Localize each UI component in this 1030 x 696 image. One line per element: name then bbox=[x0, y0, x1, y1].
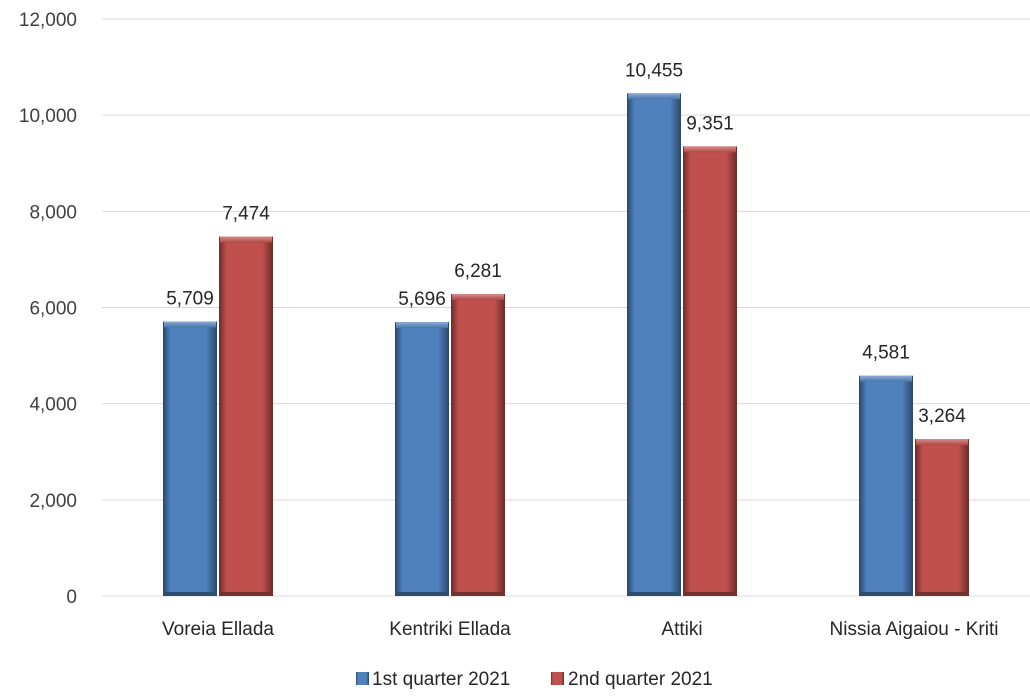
bar-q1-1 bbox=[395, 322, 449, 596]
data-label: 4,581 bbox=[862, 343, 910, 364]
bar-q2-0 bbox=[219, 236, 273, 596]
data-labels: 5,709 7,474 5,696 6,281 10,455 9,351 4,581 3,26… bbox=[166, 60, 966, 427]
data-label: 10,455 bbox=[625, 60, 683, 81]
bars bbox=[163, 93, 969, 597]
y-tick-label: 4,000 bbox=[29, 395, 77, 416]
bar-q1-3 bbox=[859, 375, 913, 596]
data-label: 7,474 bbox=[222, 204, 270, 225]
data-label: 6,281 bbox=[454, 261, 502, 282]
y-tick-label: 10,000 bbox=[19, 106, 77, 127]
x-tick-label: Voreia Ellada bbox=[162, 619, 274, 640]
data-label: 5,696 bbox=[398, 289, 446, 310]
bar-q2-3 bbox=[915, 439, 969, 596]
data-label: 3,264 bbox=[918, 406, 966, 427]
legend-swatch bbox=[356, 672, 369, 685]
y-tick-label: 0 bbox=[66, 587, 77, 608]
x-tick-label: Nissia Aigaiou - Kriti bbox=[830, 619, 999, 640]
y-tick-label: 6,000 bbox=[29, 299, 77, 320]
bar-q2-2 bbox=[683, 146, 737, 597]
data-label: 5,709 bbox=[166, 288, 214, 309]
y-tick-label: 8,000 bbox=[29, 202, 77, 223]
legend-label: 1st quarter 2021 bbox=[372, 669, 510, 690]
legend-swatch bbox=[551, 672, 564, 685]
x-tick-label: Kentriki Ellada bbox=[389, 619, 511, 640]
data-label: 9,351 bbox=[686, 113, 734, 134]
x-tick-label: Attiki bbox=[661, 619, 702, 640]
bar-q1-0 bbox=[163, 321, 217, 596]
bar-q2-1 bbox=[451, 293, 505, 596]
legend: 1st quarter 2021 2nd quarter 2021 bbox=[356, 669, 713, 690]
legend-label: 2nd quarter 2021 bbox=[568, 669, 713, 690]
y-tick-label: 2,000 bbox=[29, 491, 77, 512]
x-axis: Voreia Ellada Kentriki Ellada Attiki Nissia… bbox=[162, 619, 998, 640]
bar-q1-2 bbox=[627, 93, 681, 596]
y-tick-label: 12,000 bbox=[19, 10, 77, 31]
